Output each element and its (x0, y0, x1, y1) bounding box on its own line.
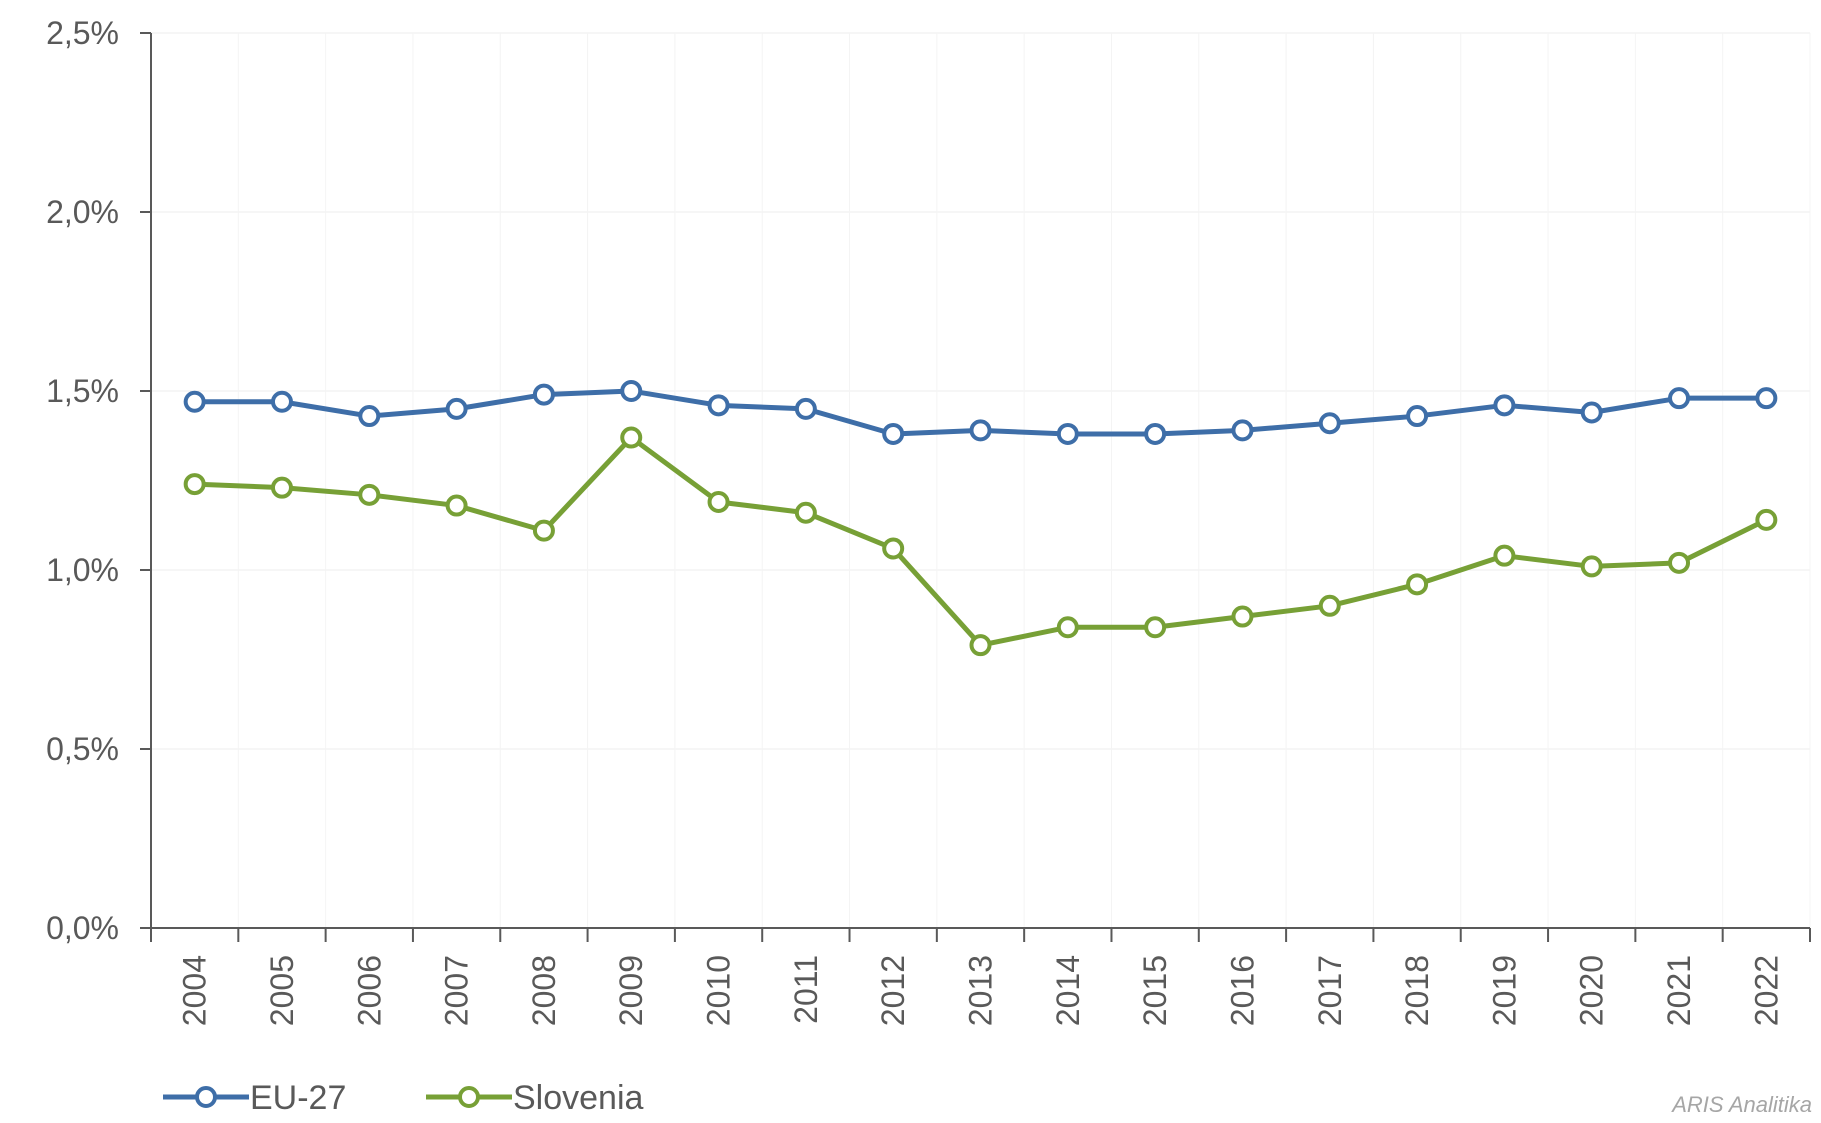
x-tick-label: 2013 (963, 955, 999, 1026)
x-tick-label: 2008 (526, 955, 562, 1026)
x-tick-label: 2014 (1050, 955, 1086, 1026)
data-point (532, 383, 555, 406)
data-point (882, 422, 905, 445)
legend: EU-27 Slovenia (163, 1079, 644, 1117)
series-eu-27 (183, 380, 1778, 445)
data-point (445, 494, 468, 517)
data-point (1755, 387, 1778, 410)
y-tick-label: 0,5% (46, 731, 119, 767)
data-point (1144, 616, 1167, 639)
data-point (1318, 594, 1341, 617)
data-point (1493, 394, 1516, 417)
x-tick-label: 2012 (875, 955, 911, 1026)
x-tick-label: 2020 (1574, 955, 1610, 1026)
x-tick-label: 2011 (788, 955, 824, 1024)
grid-lines (151, 32, 1811, 928)
x-tick-label: 2010 (701, 955, 737, 1026)
x-tick-label: 2017 (1312, 955, 1348, 1026)
data-point (1493, 544, 1516, 567)
series-slovenia (183, 426, 1778, 657)
x-tick-label: 2006 (351, 955, 387, 1026)
data-point (707, 490, 730, 513)
axes: 0,0% 0,5% 1,0% 1,5% 2,0% 2,5% 2004 2005 2006 2007… (46, 15, 1811, 1026)
x-tick-label: 2015 (1137, 955, 1173, 1026)
data-point (270, 390, 293, 413)
y-tick-label: 2,5% (46, 15, 119, 51)
y-tick-label: 1,0% (46, 552, 119, 588)
data-point (620, 380, 643, 402)
data-point (882, 537, 905, 560)
data-point (1231, 605, 1254, 628)
x-tick-label: 2018 (1399, 955, 1435, 1026)
legend-item: EU-27 (163, 1079, 346, 1117)
data-point (532, 519, 555, 542)
data-point (183, 390, 206, 413)
data-point (969, 634, 992, 657)
x-tick-label: 2005 (264, 955, 300, 1026)
source-credit: ARIS Analitika (1670, 1092, 1812, 1117)
data-point (1580, 555, 1603, 578)
data-point (1668, 387, 1691, 410)
legend-label: EU-27 (250, 1079, 346, 1117)
data-point (1056, 422, 1079, 445)
data-point (358, 405, 381, 428)
x-tick-label: 2016 (1224, 955, 1260, 1026)
x-tick-label: 2019 (1486, 955, 1522, 1026)
x-tick-label: 2004 (177, 955, 213, 1026)
data-point (707, 394, 730, 417)
data-point (1231, 419, 1254, 442)
x-tick-label: 2009 (613, 955, 649, 1026)
legend-label: Slovenia (513, 1079, 644, 1117)
series-line (192, 435, 1769, 648)
data-point (794, 397, 817, 420)
data-point (1755, 508, 1778, 531)
data-point (358, 483, 381, 506)
data-point (1580, 401, 1603, 424)
data-point (270, 476, 293, 499)
data-series (183, 380, 1778, 657)
data-point (1318, 412, 1341, 435)
legend-marker (195, 1086, 217, 1108)
legend-item: Slovenia (426, 1079, 644, 1117)
data-point (969, 419, 992, 442)
data-point (1668, 551, 1691, 574)
y-tick-label: 0,0% (46, 910, 119, 946)
data-point (445, 397, 468, 420)
y-tick-label: 1,5% (46, 373, 119, 409)
y-tick-label: 2,0% (46, 194, 119, 230)
data-point (794, 501, 817, 524)
legend-marker (458, 1086, 480, 1108)
x-tick-label: 2021 (1661, 955, 1697, 1026)
data-point (1056, 616, 1079, 639)
data-point (183, 473, 206, 496)
data-point (620, 426, 643, 449)
data-point (1406, 405, 1429, 428)
data-point (1144, 422, 1167, 445)
x-tick-label: 2022 (1748, 955, 1784, 1026)
data-point (1406, 573, 1429, 596)
x-tick-label: 2007 (439, 955, 475, 1026)
